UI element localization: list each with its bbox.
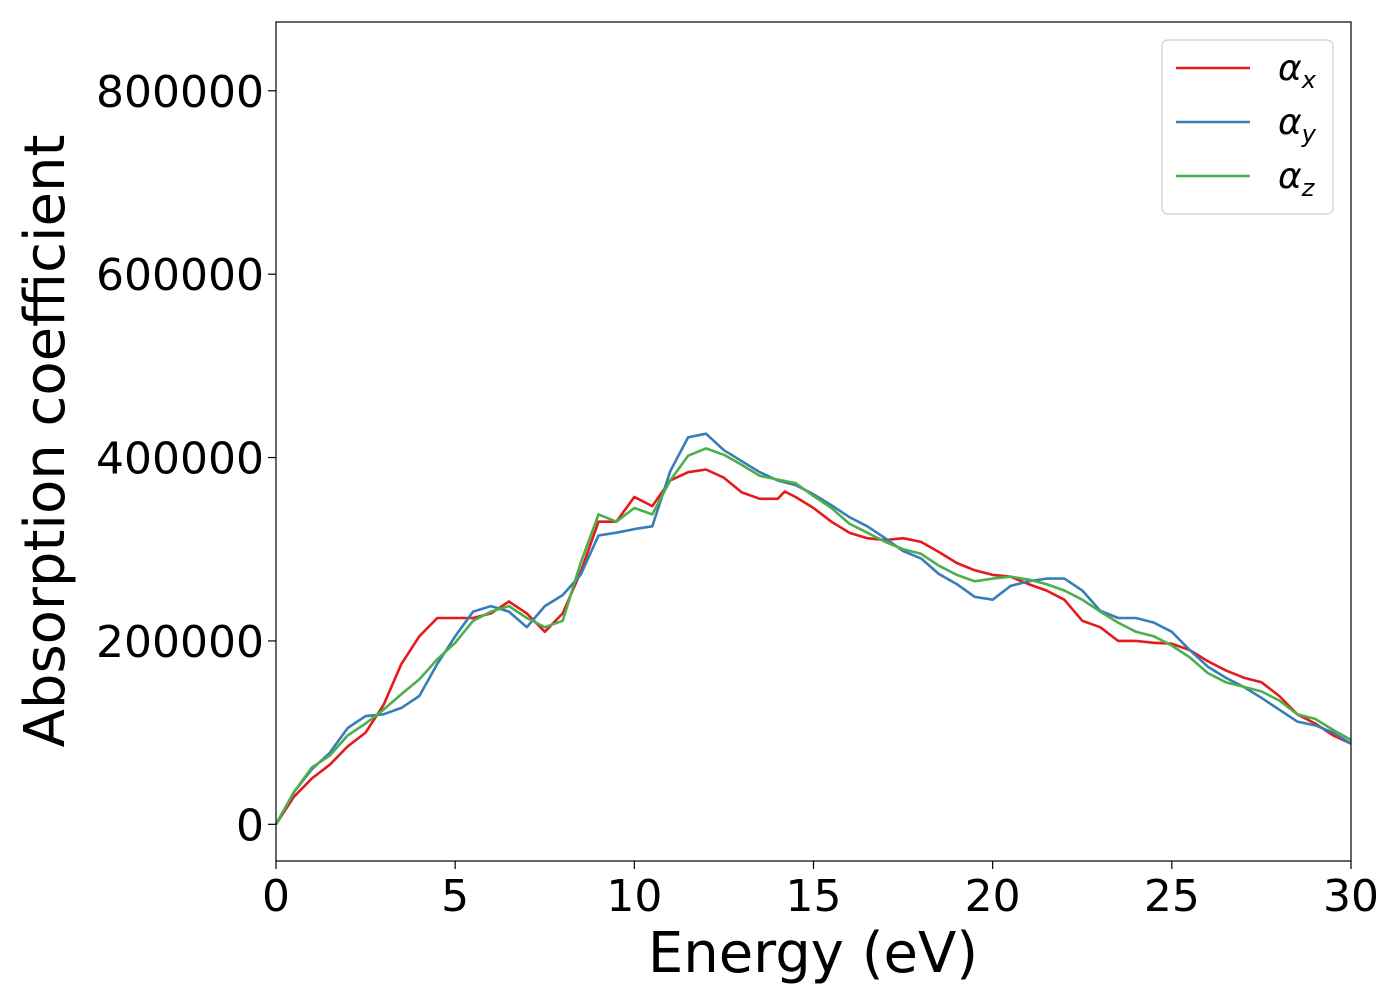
x-tick-label: 30 [1323,871,1379,922]
x-axis-title: Energy (eV) [648,921,978,986]
x-tick-label: 0 [262,871,290,922]
y-axis: 0 200000 400000 600000 800000 [96,67,276,851]
y-tick-label: 600000 [96,250,264,301]
x-tick-label: 15 [786,871,842,922]
y-tick-label: 400000 [96,434,264,485]
legend: αx αy αz [1161,39,1334,215]
x-tick-label: 5 [441,871,469,922]
legend-label-y: αy [1278,102,1317,148]
x-tick-label: 20 [965,871,1021,922]
legend-label-x: αx [1278,48,1317,94]
legend-box [1161,39,1334,215]
y-tick-label: 0 [236,800,264,851]
y-tick-label: 800000 [96,67,264,118]
series-line-y [274,432,1352,825]
series-line-z [274,447,1352,825]
x-axis: 0 5 10 15 20 25 30 [262,861,1379,922]
x-tick-label: 10 [606,871,662,922]
y-axis-title: Absorption coefficient [13,135,78,748]
legend-label-z: αz [1278,156,1316,202]
y-tick-label: 200000 [96,617,264,668]
x-tick-label: 25 [1144,871,1200,922]
series-layer [274,432,1352,826]
